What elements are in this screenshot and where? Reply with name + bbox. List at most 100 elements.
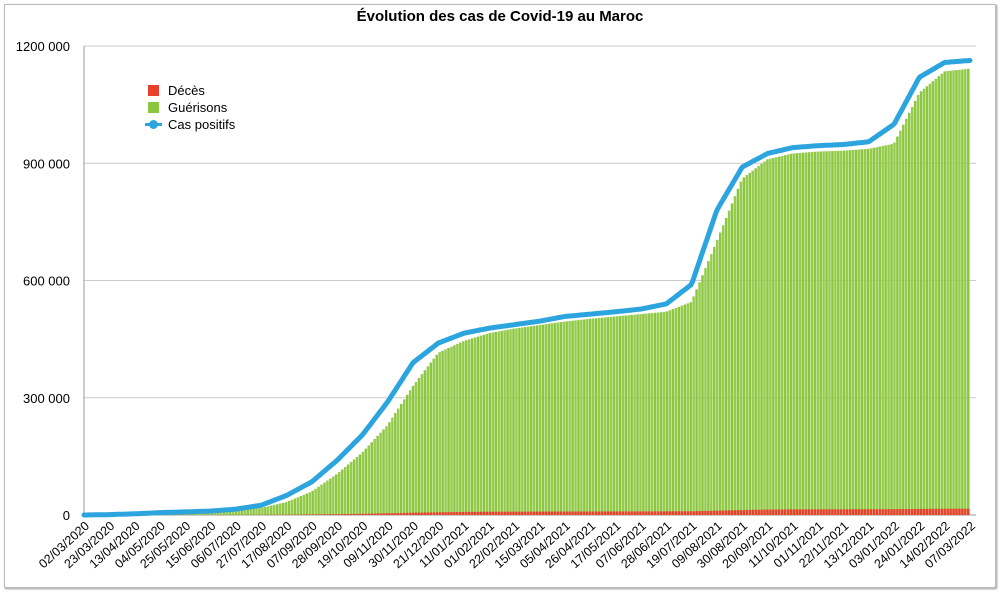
bar-guerisons (352, 459, 356, 515)
bar-deces (535, 511, 539, 515)
bar-guerisons (760, 163, 763, 516)
bar-guerisons (411, 385, 415, 515)
bar-guerisons (718, 232, 722, 515)
bar-guerisons (278, 503, 282, 515)
bar-guerisons (795, 153, 799, 515)
bar-guerisons (456, 343, 459, 515)
bar-deces (890, 509, 893, 515)
bar-guerisons (645, 313, 648, 515)
bar-guerisons (426, 366, 430, 515)
bar-guerisons (751, 170, 754, 515)
bar-guerisons (453, 345, 456, 515)
bar-guerisons (532, 325, 536, 515)
bar-deces (875, 509, 879, 515)
bar-deces (527, 511, 530, 515)
bar-guerisons (905, 118, 908, 515)
bar-guerisons (656, 312, 660, 515)
bar-guerisons (234, 510, 238, 515)
bar-deces (500, 511, 503, 515)
bar-guerisons (907, 112, 911, 515)
bar-deces (854, 509, 858, 515)
bar-guerisons (922, 88, 926, 515)
bar-guerisons (707, 261, 710, 515)
bar-guerisons (420, 374, 424, 515)
bar-guerisons (222, 511, 226, 515)
bar-deces (497, 511, 500, 515)
bar-guerisons (668, 310, 672, 515)
bar-guerisons (255, 508, 258, 515)
bar-guerisons (391, 417, 394, 515)
bar-guerisons (335, 474, 338, 515)
bar-guerisons (636, 314, 639, 515)
legend-marker-cas (145, 119, 162, 130)
bar-deces (337, 514, 341, 515)
bar-deces (518, 511, 521, 515)
bar-guerisons (281, 502, 285, 515)
bar-guerisons (577, 320, 580, 515)
bar-guerisons (382, 429, 385, 515)
bar-guerisons (733, 196, 737, 515)
bar-deces (872, 509, 876, 515)
bar-guerisons (736, 188, 740, 516)
bar-deces (323, 514, 326, 515)
bar-deces (751, 509, 754, 515)
legend-label: Décès (168, 83, 205, 98)
bar-deces (940, 508, 943, 515)
legend-swatch-deces (148, 85, 159, 96)
bar-guerisons (615, 316, 619, 515)
bar-deces (748, 509, 752, 515)
bar-deces (509, 511, 512, 515)
bar-guerisons (216, 511, 220, 515)
bar-deces (435, 512, 438, 515)
bar-guerisons (810, 151, 814, 515)
bar-deces (810, 509, 814, 515)
bar-deces (615, 511, 619, 515)
bar-guerisons (704, 268, 707, 515)
bar-deces (335, 514, 338, 515)
bar-deces (943, 508, 946, 515)
bar-deces (388, 513, 391, 515)
bar-deces (320, 514, 323, 515)
bar-guerisons (225, 511, 229, 515)
bar-guerisons (739, 181, 743, 515)
bar-deces (550, 511, 554, 515)
bar-guerisons (379, 432, 382, 515)
bar-guerisons (925, 86, 929, 515)
bar-deces (603, 511, 607, 515)
bar-guerisons (890, 144, 893, 515)
bar-guerisons (789, 153, 793, 515)
bar-deces (524, 511, 527, 515)
bar-guerisons (512, 328, 515, 515)
y-tick-label: 300 000 (23, 391, 70, 406)
bar-deces (710, 510, 713, 515)
bar-guerisons (928, 83, 932, 515)
bar-deces (476, 511, 480, 515)
bar-deces (825, 509, 828, 515)
bar-deces (907, 509, 911, 515)
bar-guerisons (851, 149, 855, 515)
bar-guerisons (651, 313, 654, 515)
bar-deces (485, 511, 489, 515)
bar-guerisons (479, 335, 483, 515)
bar-deces (544, 511, 548, 515)
bar-deces (473, 511, 477, 515)
bar-guerisons (388, 422, 391, 515)
bar-deces (367, 513, 371, 515)
bar-deces (394, 513, 397, 515)
y-tick-label: 1200 000 (16, 39, 70, 54)
bar-guerisons (783, 155, 787, 515)
bar-deces (503, 511, 506, 515)
bar-guerisons (376, 435, 379, 515)
bar-deces (326, 514, 329, 515)
bar-guerisons (240, 510, 244, 515)
bar-deces (881, 509, 884, 515)
bar-guerisons (267, 506, 270, 515)
bar-deces (432, 512, 436, 515)
bar-deces (813, 509, 816, 515)
bar-deces (937, 508, 941, 515)
bar-deces (346, 514, 350, 515)
bar-guerisons (429, 362, 433, 515)
bar-guerisons (763, 161, 766, 515)
bar-deces (843, 509, 846, 515)
